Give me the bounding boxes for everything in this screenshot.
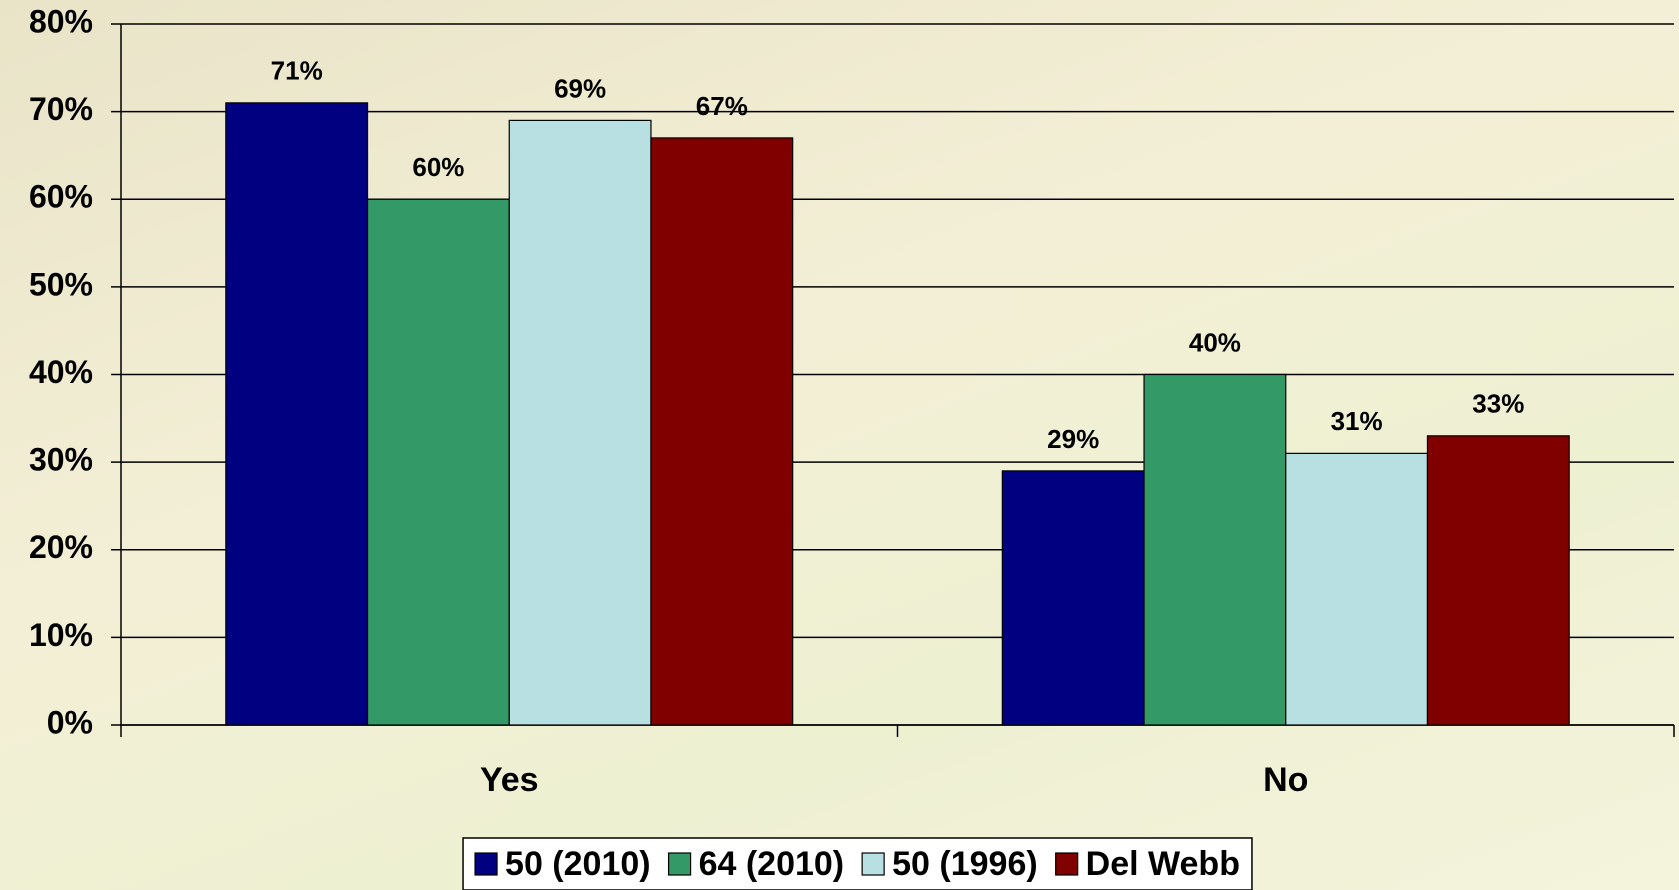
bar xyxy=(1427,436,1569,725)
legend: 50 (2010) 64 (2010) 50 (1996) Del Webb xyxy=(463,838,1252,890)
bar xyxy=(1286,453,1428,725)
value-label: 67% xyxy=(696,91,748,121)
x-tick-label: Yes xyxy=(480,761,539,799)
y-tick-label: 50% xyxy=(29,266,93,302)
value-label: 60% xyxy=(412,152,464,182)
value-label: 69% xyxy=(554,73,606,103)
legend-label: 50 (2010) xyxy=(505,845,651,883)
legend-swatch xyxy=(862,853,884,875)
chart: 0% 10% 20% 30% 40% 50% 60% 70% 80% Yes 71% 60% 69% 67… xyxy=(0,0,1679,890)
legend-label: 50 (1996) xyxy=(892,845,1038,883)
y-tick-label: 20% xyxy=(29,529,93,565)
value-label: 31% xyxy=(1331,406,1383,436)
legend-label: Del Webb xyxy=(1086,845,1240,883)
x-tick-label: No xyxy=(1263,761,1308,799)
value-label: 71% xyxy=(271,56,323,86)
y-tick-label: 80% xyxy=(29,3,93,39)
y-tick-label: 0% xyxy=(47,704,93,740)
bar xyxy=(509,120,651,725)
y-tick-label: 40% xyxy=(29,354,93,390)
bar xyxy=(226,103,368,725)
value-label: 29% xyxy=(1047,424,1099,454)
y-tick-label: 10% xyxy=(29,617,93,653)
legend-swatch xyxy=(1056,853,1078,875)
bar xyxy=(651,138,793,725)
bar xyxy=(368,199,510,725)
bar xyxy=(1144,375,1286,726)
page: 0% 10% 20% 30% 40% 50% 60% 70% 80% Yes 71% 60% 69% 67… xyxy=(0,0,1679,890)
value-label: 33% xyxy=(1472,389,1524,419)
bar xyxy=(1002,471,1144,725)
y-tick-label: 70% xyxy=(29,91,93,127)
legend-swatch xyxy=(475,853,497,875)
legend-swatch xyxy=(669,853,691,875)
value-label: 40% xyxy=(1189,327,1241,357)
y-tick-label: 60% xyxy=(29,179,93,215)
legend-label: 64 (2010) xyxy=(699,845,845,883)
y-tick-label: 30% xyxy=(29,442,93,478)
